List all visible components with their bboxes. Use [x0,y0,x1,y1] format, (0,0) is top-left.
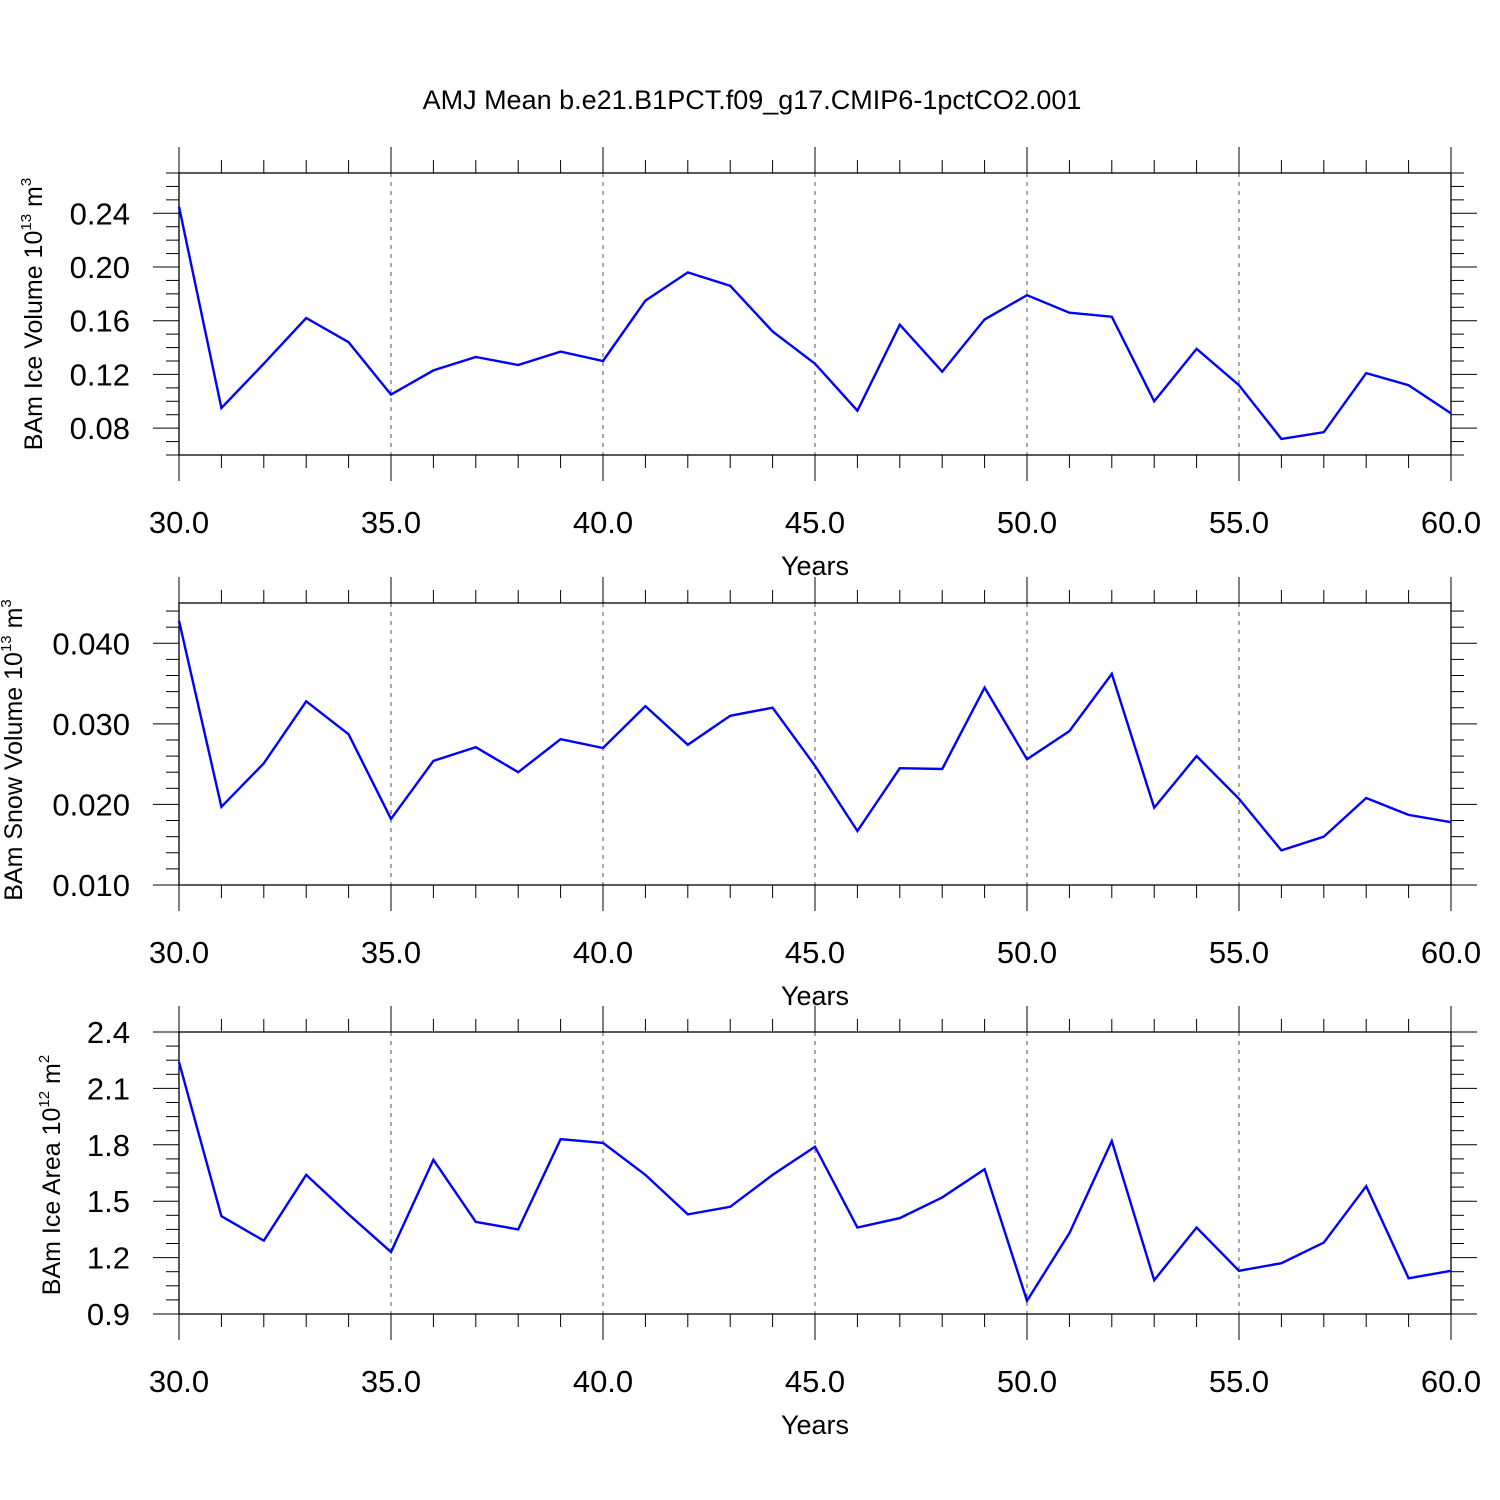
y-tick-label: 0.010 [52,868,130,903]
y-axis-label: BAm Ice Volume 1013 m3 [18,178,48,450]
series-line [177,206,1452,441]
y-tick-label: 1.8 [87,1128,130,1163]
x-tick-label: 60.0 [1421,505,1481,540]
y-tick-label: 0.030 [52,707,130,742]
y-tick-label: 0.020 [52,787,130,822]
series-line [177,1061,1452,1304]
y-tick-label: 0.12 [70,357,130,392]
y-tick-label: 1.2 [87,1241,130,1276]
x-tick-label: 60.0 [1421,1364,1481,1399]
x-tick-label: 60.0 [1421,935,1481,970]
y-tick-label: 0.24 [70,196,130,231]
chart-panel-3: 0.9 1.2 1.5 1.8 2.1 2.4 30.0 35.0 40.0 45.0 50.0 55… [36,1006,1481,1440]
x-tick-label: 35.0 [361,935,421,970]
y-axis-label: BAm Ice Area 1012 m2 [36,1055,66,1295]
x-tick-label: 55.0 [1209,935,1269,970]
x-tick-label: 45.0 [785,505,845,540]
x-tick-label: 45.0 [785,1364,845,1399]
y-tick-label: 2.1 [87,1071,130,1106]
x-axis-label: Years [781,551,849,581]
x-tick-label: 40.0 [573,935,633,970]
x-tick-label: 50.0 [997,935,1057,970]
x-tick-label: 55.0 [1209,505,1269,540]
y-tick-label: 0.9 [87,1297,130,1332]
x-tick-label: 50.0 [997,1364,1057,1399]
y-tick-label: 0.08 [70,411,130,446]
x-tick-label: 30.0 [149,505,209,540]
x-tick-label: 50.0 [997,505,1057,540]
x-tick-label: 55.0 [1209,1364,1269,1399]
x-tick-label: 40.0 [573,1364,633,1399]
x-tick-label: 45.0 [785,935,845,970]
x-tick-label: 35.0 [361,505,421,540]
y-tick-label: 0.20 [70,250,130,285]
y-tick-label: 2.4 [87,1015,130,1050]
x-tick-label: 35.0 [361,1364,421,1399]
y-tick-label: 0.040 [52,626,130,661]
y-tick-label: 0.16 [70,304,130,339]
x-axis-label: Years [781,1410,849,1440]
x-tick-label: 30.0 [149,935,209,970]
y-tick-label: 1.5 [87,1184,130,1219]
chart-panel-1: 0.08 0.12 0.16 0.20 0.24 30.0 35.0 40.0 45.0 50.0… [18,147,1481,581]
chart-title: AMJ Mean b.e21.B1PCT.f09_g17.CMIP6-1pctC… [423,85,1082,115]
chart-panel-2: 0.010 0.020 0.030 0.040 30.0 35.0 40.0 45.0 50.0… [0,577,1481,1011]
y-axis-label: BAm Snow Volume 1013 m3 [0,599,28,901]
x-tick-label: 30.0 [149,1364,209,1399]
plot-frame [178,1031,1452,1315]
plot-frame [178,602,1452,886]
x-tick-label: 40.0 [573,505,633,540]
series-line [177,620,1452,852]
